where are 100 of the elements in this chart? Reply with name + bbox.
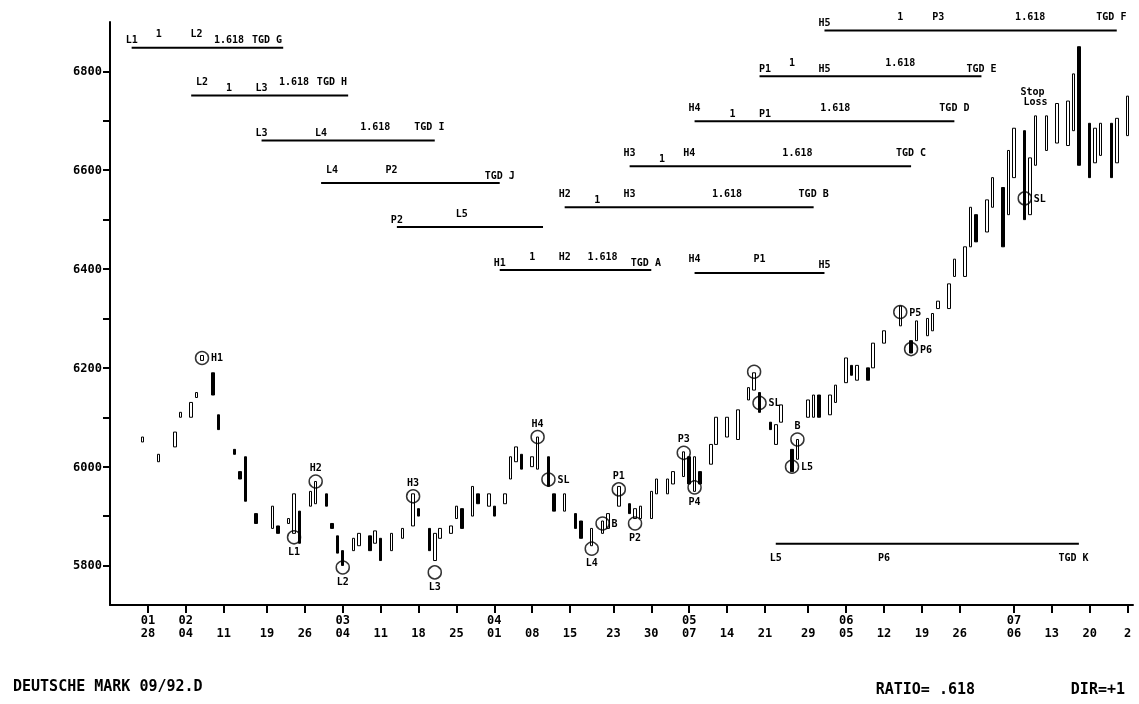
candlestick <box>579 520 583 539</box>
annotation: H5 <box>818 62 831 74</box>
text: RATIO= .618 <box>875 679 976 698</box>
annotation: 1 <box>897 10 904 22</box>
y-tick-label: 6600 <box>73 163 102 178</box>
candlestick <box>271 505 274 529</box>
annotation: L2 <box>336 575 349 587</box>
candlestick <box>953 258 956 277</box>
point <box>676 445 691 461</box>
x-tick-label: 21 <box>757 625 773 640</box>
annotation: TGD J <box>484 169 515 181</box>
annotation: L5 <box>455 207 468 219</box>
annotation: SL <box>1033 192 1046 204</box>
annotation: P2 <box>385 163 398 175</box>
candlestick <box>455 505 458 520</box>
annotation: P6 <box>920 343 933 355</box>
candlestick <box>493 505 496 517</box>
x-tick-label: 11 <box>373 625 388 640</box>
candlestick <box>1066 100 1070 147</box>
x-tick-label: 19 <box>914 625 930 640</box>
point <box>611 482 627 497</box>
candlestick <box>1099 122 1102 156</box>
point <box>335 560 350 575</box>
annotation: SL <box>557 474 570 486</box>
annotation: P1 <box>753 253 766 265</box>
annotation: P1 <box>758 62 771 74</box>
candlestick <box>963 246 967 277</box>
point <box>752 395 767 411</box>
candlestick <box>357 532 361 547</box>
annotation: 1.618 <box>711 187 743 199</box>
annotation: L4 <box>315 127 328 139</box>
annotation: H1 <box>493 256 506 268</box>
annotation: 1 <box>659 152 666 164</box>
point <box>893 304 908 320</box>
candlestick <box>828 394 832 416</box>
annotation: TGD K <box>1058 552 1089 564</box>
candlestick <box>671 471 675 485</box>
candlestick <box>812 394 815 418</box>
annotation: H3 <box>623 187 636 199</box>
text: DIR=+1 <box>1070 679 1125 698</box>
annotation: 1.618 <box>1015 10 1046 22</box>
x-tick-label: 20 <box>1082 625 1097 640</box>
annotation: 1.618 <box>782 146 813 158</box>
annotation: SL <box>768 397 781 409</box>
annotation: H2 <box>309 461 322 473</box>
candlestick <box>931 313 934 332</box>
annotation: 1 <box>729 107 736 119</box>
candlestick <box>1034 115 1037 166</box>
point <box>541 472 556 487</box>
candlestick <box>1093 127 1097 164</box>
x-tick-label: 07 06 <box>1006 612 1022 640</box>
x-tick-label: 06 05 <box>838 612 854 640</box>
annotation: H1 <box>211 352 224 364</box>
candlestick <box>552 493 556 512</box>
candlestick <box>882 330 886 344</box>
candlestick <box>666 478 669 495</box>
annotation: H4 <box>531 417 544 429</box>
candlestick <box>179 411 182 418</box>
candlestick <box>217 414 220 431</box>
candlestick <box>428 527 431 552</box>
candlestick <box>991 177 994 208</box>
candlestick <box>850 364 853 376</box>
x-tick-label: 05 07 <box>681 612 697 640</box>
candlestick <box>969 206 972 248</box>
annotation: L5 <box>769 552 782 564</box>
candlestick <box>806 399 810 418</box>
point <box>746 364 762 380</box>
annotation: 1.618 <box>278 76 310 88</box>
point <box>308 474 323 489</box>
point <box>286 530 302 545</box>
annotation: P5 <box>909 306 922 318</box>
annotation: H2 <box>558 187 571 199</box>
annotation: P2 <box>390 213 403 225</box>
annotation: 1.618 <box>885 56 916 68</box>
candlestick <box>379 537 382 562</box>
x-tick-label: 25 <box>449 625 464 640</box>
annotation: P3 <box>932 10 945 22</box>
y-tick-label: 6200 <box>73 360 102 375</box>
point <box>790 432 805 447</box>
annotation: 1 <box>594 193 601 205</box>
annotation: H3 <box>623 146 636 158</box>
candlestick <box>747 387 750 401</box>
x-tick-label: 12 <box>876 625 892 640</box>
x-tick-label: 26 <box>952 625 968 640</box>
annotation: H5 <box>818 259 831 271</box>
annotation: 1.618 <box>360 121 391 133</box>
x-tick-label: 02 04 <box>178 612 193 640</box>
point <box>903 341 919 357</box>
annotation: 1 <box>788 56 796 68</box>
candlestick <box>417 508 420 517</box>
annotation: TGD F <box>1096 10 1127 22</box>
annotation: B <box>794 419 801 431</box>
annotation: L5 <box>801 461 814 473</box>
candlestick <box>244 456 247 502</box>
candlestick <box>563 493 566 512</box>
candlestick <box>1045 115 1048 151</box>
annotation: TGD E <box>966 62 997 74</box>
candlestick <box>276 525 280 534</box>
candlestick <box>330 522 334 529</box>
x-tick-label: 30 <box>644 625 659 640</box>
